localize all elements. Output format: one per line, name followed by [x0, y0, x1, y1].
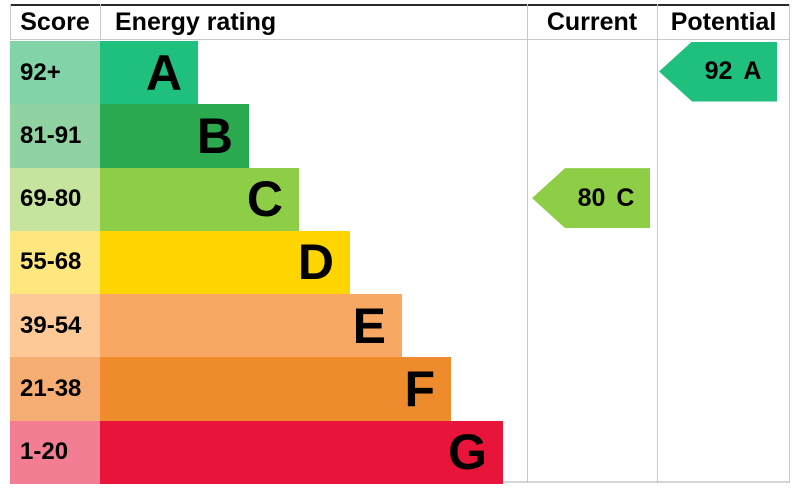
epc-row-b: 81-91 B — [10, 104, 790, 168]
grid-line-potential-column — [657, 4, 658, 483]
epc-row-c: 69-80 C — [10, 167, 790, 231]
score-range-label: 1-20 — [10, 420, 100, 484]
score-range-label: 81-91 — [10, 104, 100, 168]
grid-line-current-column — [527, 4, 528, 483]
grid-line-score-divider — [100, 4, 101, 40]
epc-row-a: 92+ A — [10, 41, 790, 105]
column-header-potential: Potential — [670, 8, 777, 36]
band-bar-e: E — [100, 294, 402, 358]
epc-row-d: 55-68 D — [10, 230, 790, 295]
column-header-current: Current — [546, 8, 638, 36]
column-header-score: Score — [20, 8, 90, 36]
score-range-label: 39-54 — [10, 294, 100, 358]
score-range-label: 92+ — [10, 41, 100, 105]
epc-row-f: 21-38 F — [10, 357, 790, 421]
band-bar-c: C — [100, 167, 299, 231]
potential-rating-band: A — [743, 57, 762, 85]
column-header-energy-rating: Energy rating — [115, 8, 277, 36]
epc-header-row: Score Energy rating Current Potential — [10, 6, 790, 40]
epc-rows: 92+ A 81-91 B 69-80 C 55-68 D 39-54 E 21-38 F 1-20 G — [10, 41, 790, 484]
band-bar-f: F — [100, 357, 451, 421]
epc-row-g: 1-20 G — [10, 420, 790, 484]
current-rating-value: 80 — [577, 183, 606, 212]
grid-line-right — [789, 4, 790, 483]
score-range-label: 69-80 — [10, 167, 100, 231]
score-range-label: 55-68 — [10, 230, 100, 295]
band-bar-b: B — [100, 104, 249, 168]
grid-line-left — [10, 4, 11, 40]
band-bar-g: G — [100, 420, 503, 484]
score-range-label: 21-38 — [10, 357, 100, 421]
potential-rating-value: 92 — [704, 57, 733, 85]
epc-row-e: 39-54 E — [10, 294, 790, 358]
epc-table: Score Energy rating Current Potential 92… — [10, 4, 790, 484]
current-rating-band: C — [616, 183, 635, 212]
band-bar-a: A — [100, 41, 198, 105]
band-bar-d: D — [100, 230, 350, 295]
